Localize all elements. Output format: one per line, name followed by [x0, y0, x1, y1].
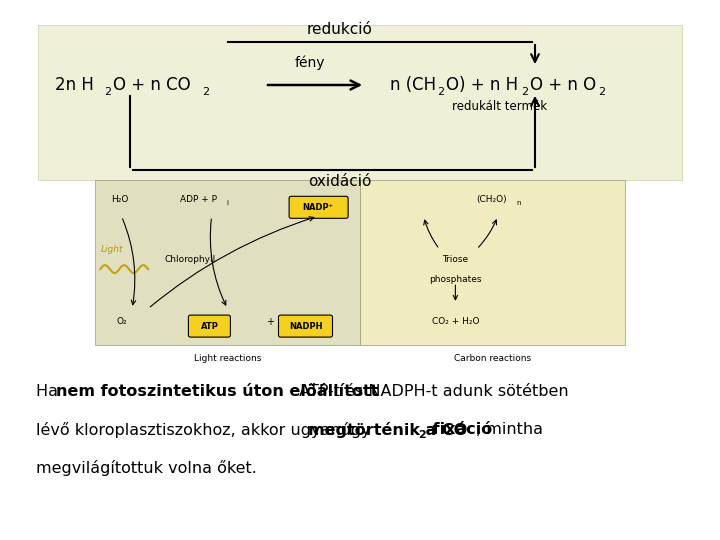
Text: redukció: redukció: [307, 23, 373, 37]
Text: +: +: [266, 317, 274, 327]
Text: nem fotoszintetikus úton előállított: nem fotoszintetikus úton előállított: [56, 384, 379, 400]
Text: n: n: [516, 200, 521, 206]
Text: 2n H: 2n H: [55, 76, 94, 94]
Text: n (CH: n (CH: [390, 76, 436, 94]
Text: NADPH: NADPH: [289, 322, 323, 330]
Text: 2: 2: [202, 87, 209, 97]
Text: -fixáció: -fixáció: [426, 422, 492, 437]
Text: Carbon reactions: Carbon reactions: [454, 354, 531, 363]
Text: Ha: Ha: [36, 384, 63, 400]
Text: H₂O: H₂O: [111, 195, 128, 204]
FancyBboxPatch shape: [279, 315, 333, 337]
FancyBboxPatch shape: [38, 25, 682, 180]
Text: ATP: ATP: [200, 322, 218, 330]
Text: phosphates: phosphates: [429, 274, 482, 284]
Text: O₂: O₂: [116, 318, 127, 326]
Text: ATP-t és NADPH-t adunk sötétben: ATP-t és NADPH-t adunk sötétben: [294, 384, 569, 400]
Text: redukált termék: redukált termék: [452, 100, 548, 113]
Text: Light: Light: [100, 245, 123, 254]
FancyBboxPatch shape: [95, 180, 360, 345]
Text: Chlorophyll: Chlorophyll: [165, 255, 216, 264]
Text: 2: 2: [598, 87, 605, 97]
Text: lévő kloroplasztiszokhoz, akkor ugyanúgy: lévő kloroplasztiszokhoz, akkor ugyanúgy: [36, 422, 376, 438]
Text: megtörténik a CO: megtörténik a CO: [308, 422, 467, 438]
Text: 2: 2: [104, 87, 111, 97]
Text: , mintha: , mintha: [476, 422, 543, 437]
Text: i: i: [227, 200, 229, 206]
Text: Triose: Triose: [442, 255, 469, 264]
Text: megvilágítottuk volna őket.: megvilágítottuk volna őket.: [36, 460, 257, 476]
Text: O + n O: O + n O: [530, 76, 596, 94]
Text: (CH₂O): (CH₂O): [477, 195, 507, 204]
Text: 2: 2: [418, 430, 426, 440]
Text: Light reactions: Light reactions: [194, 354, 261, 363]
Text: 2: 2: [437, 87, 444, 97]
FancyBboxPatch shape: [360, 180, 625, 345]
Text: fény: fény: [294, 56, 325, 70]
Text: NADP⁺: NADP⁺: [302, 203, 333, 212]
Text: CO₂ + H₂O: CO₂ + H₂O: [432, 318, 479, 326]
Text: 2: 2: [521, 87, 528, 97]
Text: oxidáció: oxidáció: [308, 174, 372, 190]
Text: O + n CO: O + n CO: [113, 76, 191, 94]
FancyBboxPatch shape: [189, 315, 230, 337]
Text: ADP + P: ADP + P: [180, 195, 217, 204]
FancyBboxPatch shape: [289, 197, 348, 218]
Text: O) + n H: O) + n H: [446, 76, 518, 94]
